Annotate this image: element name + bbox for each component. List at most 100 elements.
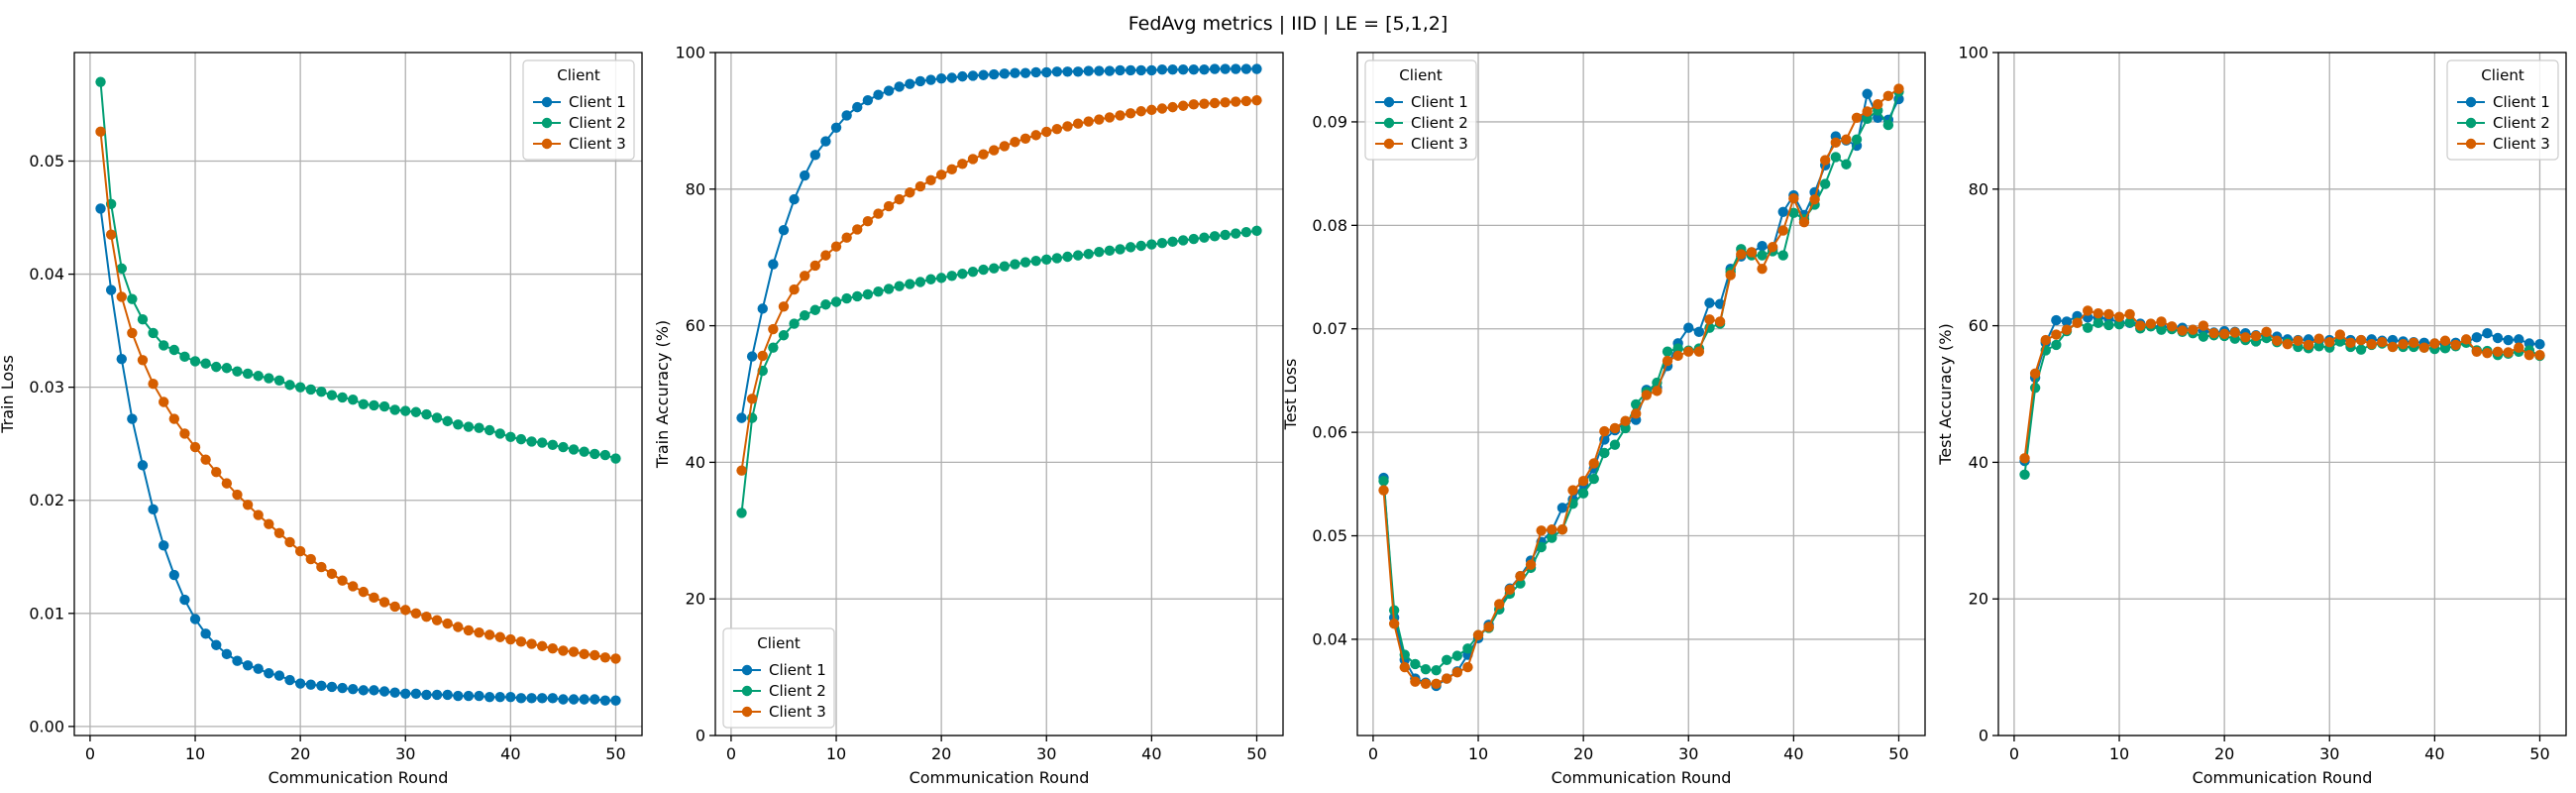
x-axis-label: Communication Round	[1552, 768, 1732, 787]
data-point	[1199, 232, 1210, 243]
data-point	[189, 441, 201, 453]
data-point	[2103, 319, 2114, 331]
legend: Client Client 1 Client 2 Client 3	[522, 59, 635, 161]
series-line	[740, 229, 1257, 513]
data-point	[873, 208, 884, 219]
data-point	[841, 232, 852, 243]
data-point	[2040, 334, 2051, 346]
data-point	[558, 441, 569, 453]
data-point	[2514, 334, 2524, 345]
y-axis-label: Test Accuracy (%)	[1936, 323, 1955, 465]
data-point	[862, 288, 874, 300]
series-client-2	[95, 76, 621, 464]
x-tick-label: 50	[1888, 744, 1908, 763]
data-point	[1536, 525, 1547, 536]
data-point	[2156, 316, 2167, 327]
data-point	[999, 68, 1011, 79]
data-point	[1693, 346, 1705, 357]
data-point	[494, 692, 505, 703]
data-point	[1083, 116, 1094, 127]
data-point	[410, 688, 422, 699]
data-point	[2366, 339, 2377, 350]
data-point	[905, 279, 915, 289]
data-point	[273, 670, 285, 681]
data-point	[1072, 66, 1084, 77]
data-point	[1177, 64, 1189, 75]
data-point	[421, 612, 432, 623]
data-point	[273, 527, 285, 539]
data-point	[1094, 114, 1105, 125]
series-line	[1382, 87, 1900, 685]
data-point	[483, 692, 495, 703]
y-tick-label: 0.04	[1312, 629, 1347, 648]
x-tick-label: 40	[2424, 744, 2444, 763]
data-point	[1104, 65, 1116, 76]
data-point	[1494, 599, 1505, 610]
data-point	[148, 327, 159, 339]
data-point	[1167, 64, 1178, 75]
data-point	[1220, 97, 1231, 108]
y-tick-label: 100	[1958, 44, 1988, 62]
legend-label: Client 1	[769, 661, 826, 679]
data-point	[778, 301, 790, 312]
x-tick-label: 20	[290, 744, 310, 763]
series-line	[2023, 309, 2540, 459]
axes-frame	[73, 52, 643, 736]
data-point	[1177, 100, 1189, 111]
data-point	[1135, 64, 1146, 76]
data-point	[358, 685, 370, 696]
data-point	[189, 614, 201, 624]
data-point	[1630, 398, 1642, 410]
data-point	[1641, 390, 1653, 400]
data-point	[137, 355, 149, 366]
data-point	[1777, 225, 1788, 236]
data-point	[284, 536, 295, 548]
data-point	[925, 74, 936, 85]
data-point	[2135, 320, 2146, 331]
data-point	[1030, 66, 1041, 78]
data-point	[967, 70, 979, 81]
data-point	[2324, 336, 2335, 348]
data-point	[862, 215, 874, 227]
data-point	[599, 449, 611, 461]
data-point	[789, 283, 800, 295]
legend-label: Client 3	[2493, 135, 2550, 153]
legend-item: Client 2	[2457, 114, 2550, 132]
data-point	[1556, 503, 1568, 513]
data-point	[168, 344, 180, 356]
data-point	[935, 72, 947, 84]
x-tick-label: 10	[826, 744, 846, 763]
data-point	[358, 398, 370, 409]
data-point	[2019, 469, 2030, 480]
data-point	[1104, 112, 1116, 123]
data-point	[1431, 678, 1442, 689]
data-point	[2523, 350, 2535, 361]
data-point	[590, 694, 600, 705]
data-point	[1251, 225, 1262, 237]
data-point	[1378, 475, 1389, 487]
data-point	[232, 489, 243, 501]
data-point	[2113, 319, 2125, 330]
y-tick-label: 0.05	[29, 152, 64, 170]
data-point	[1841, 159, 1852, 170]
y-tick-label: 60	[1969, 316, 1988, 335]
y-tick-label: 0.04	[29, 265, 64, 283]
legend-box	[2446, 59, 2559, 161]
axes-frame	[1997, 52, 2567, 736]
data-point	[1030, 130, 1041, 141]
data-point	[1199, 64, 1210, 75]
data-point	[211, 361, 222, 373]
data-point	[978, 69, 989, 80]
data-point	[1125, 108, 1136, 119]
data-point	[2482, 347, 2493, 359]
data-point	[1083, 65, 1094, 76]
data-point	[894, 193, 905, 205]
data-point	[1451, 667, 1463, 678]
data-point	[284, 674, 295, 686]
data-point	[1830, 152, 1842, 163]
data-point	[483, 629, 495, 640]
data-point	[1536, 541, 1547, 553]
data-point	[1746, 247, 1758, 258]
data-point	[1209, 231, 1221, 242]
data-point	[242, 660, 254, 671]
